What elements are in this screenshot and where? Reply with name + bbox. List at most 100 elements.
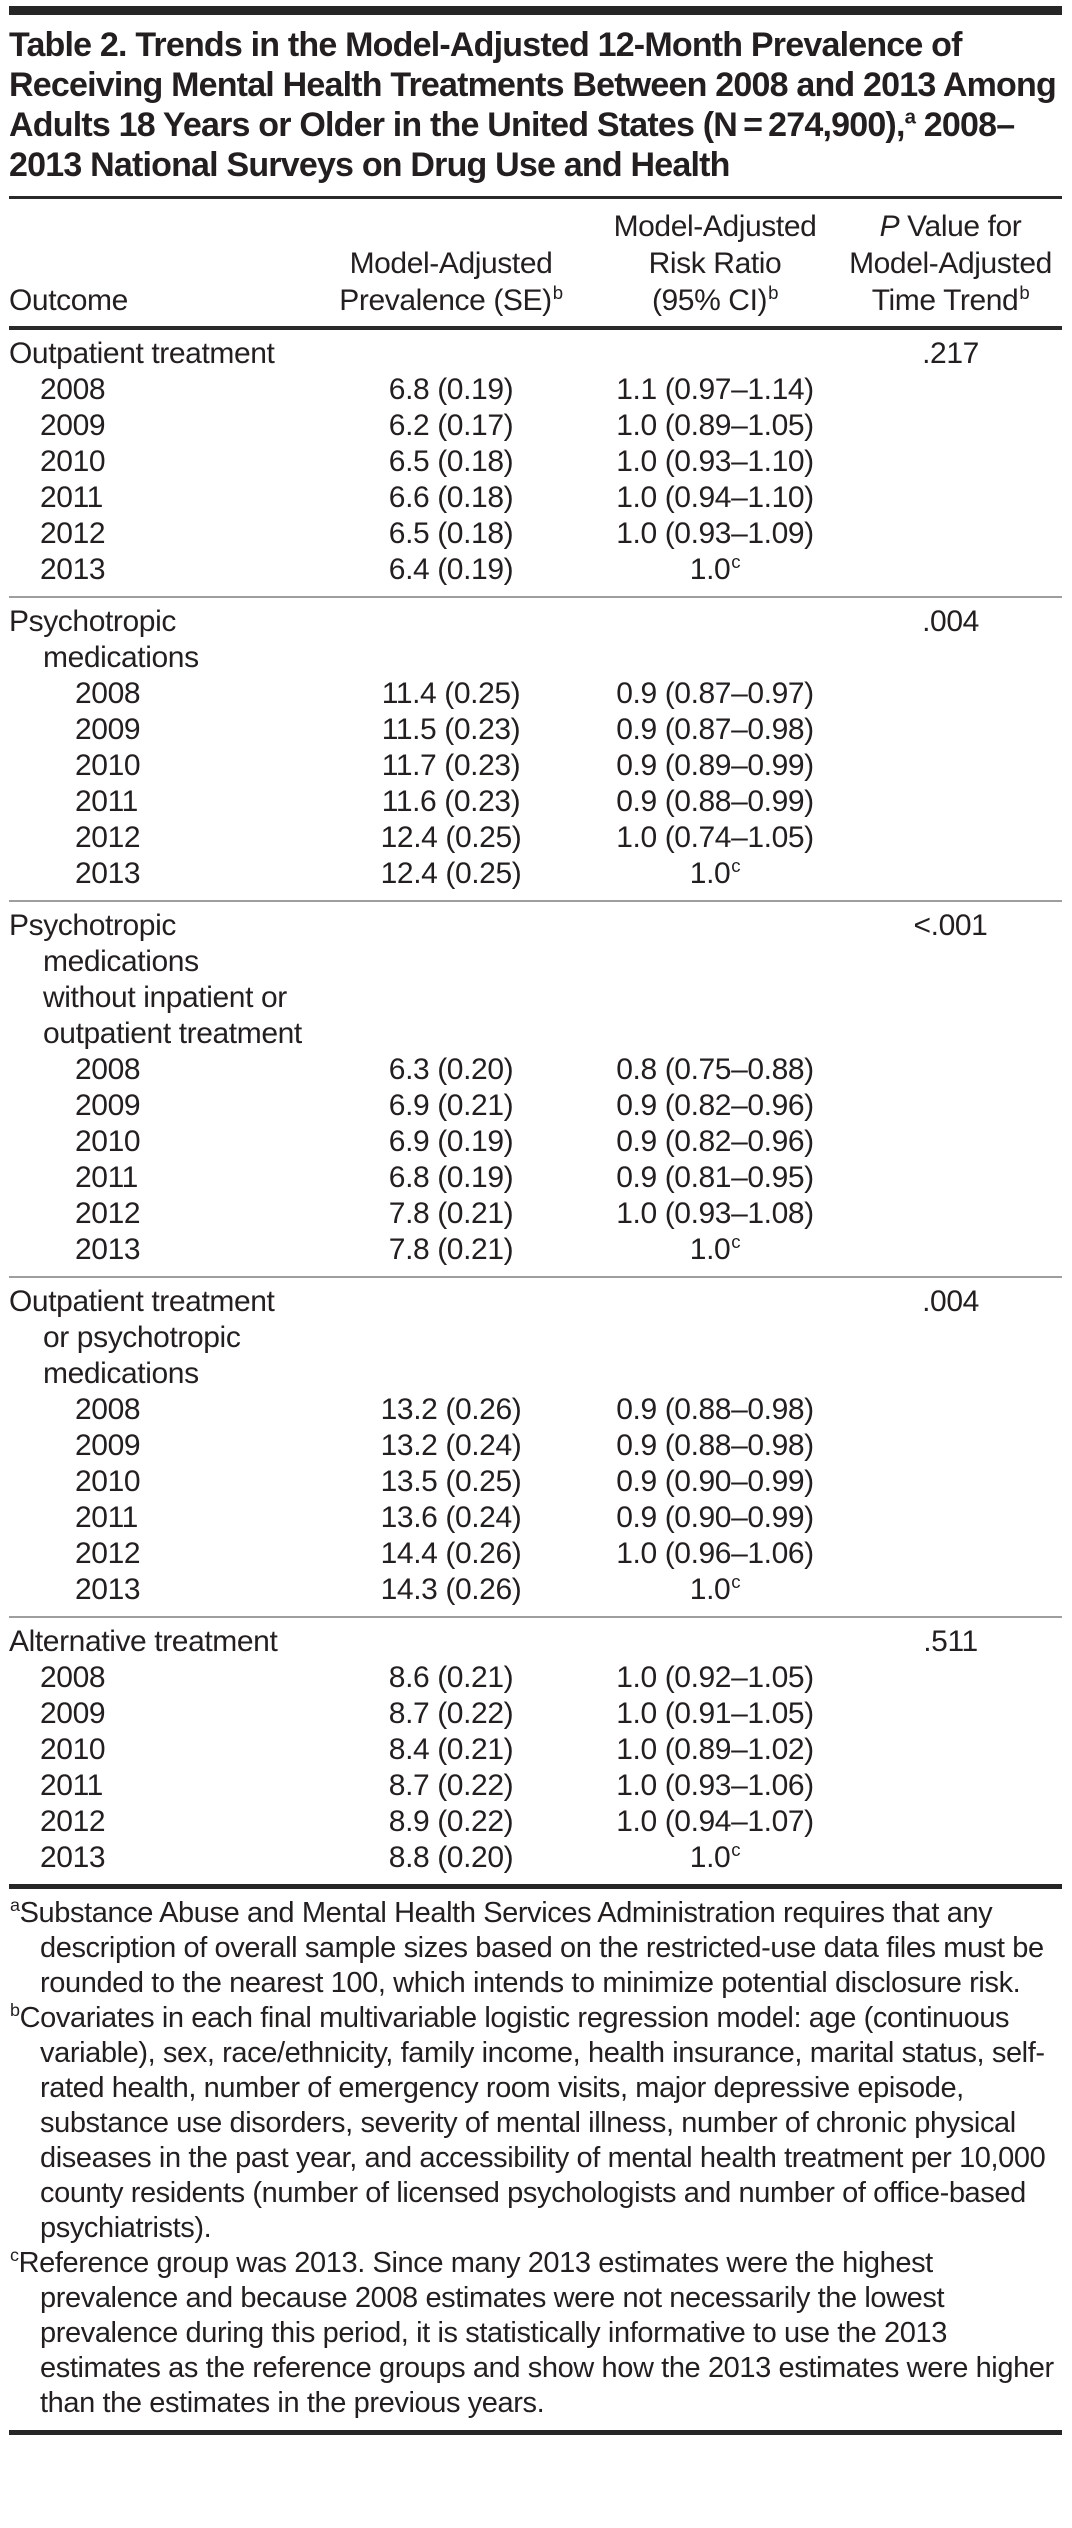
table-title-text-cont: 2008–2013 National Surveys on Drug Use a… bbox=[9, 106, 1015, 184]
header-line: Prevalence (SE)b bbox=[339, 282, 563, 317]
cell-year: 2009 bbox=[40, 409, 106, 442]
cell-prevalence: 6.6 (0.18) bbox=[388, 481, 514, 514]
cell-risk-ratio: 0.9 (0.82–0.96) bbox=[616, 1125, 814, 1158]
footnote-a: aSubstance Abuse and Mental Health Servi… bbox=[9, 1896, 1062, 2001]
header-line: Risk Ratio bbox=[648, 247, 782, 280]
cell-year: 2009 bbox=[40, 1697, 106, 1730]
header-line: Model-Adjusted bbox=[849, 247, 1052, 280]
cell-year: 2011 bbox=[75, 1161, 138, 1194]
section-psychotropic-without-treatment: Psychotropic medications without inpatie… bbox=[9, 900, 1062, 1276]
cell-prevalence: 6.9 (0.19) bbox=[388, 1125, 514, 1158]
table-title-text: Table 2. Trends in the Model-Adjusted 12… bbox=[9, 26, 1057, 144]
cell-risk-ratio: 1.0 (0.93–1.10) bbox=[616, 445, 814, 478]
footnote-text: Covariates in each final multivariable l… bbox=[19, 2002, 1046, 2244]
footnote-marker-b: b bbox=[1019, 282, 1030, 303]
cell-year: 2010 bbox=[75, 1125, 141, 1158]
section-outpatient-or-psychotropic: Outpatient treatment or psychotropic med… bbox=[9, 1276, 1062, 1616]
column-header-prevalence: Model-Adjusted Prevalence (SE)b bbox=[311, 245, 591, 319]
table-row: 2008 6.8 (0.19) 1.1 (0.97–1.14) bbox=[9, 372, 1062, 408]
table-row: 2011 6.8 (0.19) 0.9 (0.81–0.95) bbox=[9, 1160, 1062, 1196]
cell-year: 2012 bbox=[75, 1197, 141, 1230]
cell-p-value: .511 bbox=[923, 1625, 978, 1658]
column-header-risk-ratio: Model-Adjusted Risk Ratio (95% CI)b bbox=[591, 208, 839, 319]
cell-prevalence: 8.4 (0.21) bbox=[388, 1733, 514, 1766]
cell-risk-ratio: 1.0c bbox=[689, 855, 741, 890]
cell-year: 2009 bbox=[75, 1429, 141, 1462]
cell-year: 2008 bbox=[75, 1053, 141, 1086]
table-row: 2009 13.2 (0.24) 0.9 (0.88–0.98) bbox=[9, 1428, 1062, 1464]
header-line: Model-Adjusted bbox=[349, 247, 553, 280]
cell-p-value: .004 bbox=[922, 1285, 979, 1318]
cell-year: 2013 bbox=[40, 1841, 106, 1874]
cell-year: 2012 bbox=[75, 1537, 141, 1570]
table-row: 2011 11.6 (0.23) 0.9 (0.88–0.99) bbox=[9, 784, 1062, 820]
section-label: Psychotropic medications bbox=[9, 605, 199, 674]
header-line: (95% CI)b bbox=[651, 282, 779, 317]
footnote-b: bCovariates in each final multivariable … bbox=[9, 2001, 1062, 2246]
cell-risk-ratio: 1.0 (0.74–1.05) bbox=[616, 821, 814, 854]
column-header-outcome: Outcome bbox=[9, 284, 128, 317]
cell-risk-ratio: 1.0 (0.89–1.05) bbox=[616, 409, 814, 442]
footnote-marker-b: b bbox=[552, 282, 563, 303]
cell-year: 2010 bbox=[40, 445, 106, 478]
table-row: 2010 13.5 (0.25) 0.9 (0.90–0.99) bbox=[9, 1464, 1062, 1500]
section-header-row: Outpatient treatment .217 bbox=[9, 336, 1062, 372]
table-row: 2013 6.4 (0.19) 1.0c bbox=[9, 552, 1062, 588]
cell-year: 2010 bbox=[40, 1733, 106, 1766]
cell-prevalence: 13.6 (0.24) bbox=[380, 1501, 522, 1534]
cell-risk-ratio: 0.9 (0.87–0.97) bbox=[616, 677, 814, 710]
table-row: 2009 6.2 (0.17) 1.0 (0.89–1.05) bbox=[9, 408, 1062, 444]
footnote-marker-b: b bbox=[768, 282, 779, 303]
table-row: 2011 8.7 (0.22) 1.0 (0.93–1.06) bbox=[9, 1768, 1062, 1804]
cell-risk-ratio: 1.0c bbox=[689, 1571, 741, 1606]
cell-prevalence: 11.4 (0.25) bbox=[381, 677, 521, 710]
table-row: 2013 7.8 (0.21) 1.0c bbox=[9, 1232, 1062, 1268]
top-rule bbox=[9, 6, 1062, 15]
table-footnotes: aSubstance Abuse and Mental Health Servi… bbox=[9, 1889, 1062, 2430]
cell-risk-ratio: 1.0 (0.93–1.09) bbox=[616, 517, 814, 550]
table-row: 2010 8.4 (0.21) 1.0 (0.89–1.02) bbox=[9, 1732, 1062, 1768]
table-row: 2008 6.3 (0.20) 0.8 (0.75–0.88) bbox=[9, 1052, 1062, 1088]
cell-risk-ratio: 0.9 (0.88–0.99) bbox=[616, 785, 814, 818]
footnote-text: Substance Abuse and Mental Health Servic… bbox=[19, 1897, 1044, 1999]
header-line: P Value for bbox=[879, 210, 1022, 243]
cell-prevalence: 7.8 (0.21) bbox=[388, 1197, 514, 1230]
italic-p: P bbox=[879, 210, 900, 243]
table-row: 2008 8.6 (0.21) 1.0 (0.92–1.05) bbox=[9, 1660, 1062, 1696]
cell-prevalence: 12.4 (0.25) bbox=[380, 821, 522, 854]
table-title: Table 2. Trends in the Model-Adjusted 12… bbox=[9, 25, 1062, 185]
section-header-row: Psychotropic medications without inpatie… bbox=[9, 908, 1062, 1052]
table-row: 2011 6.6 (0.18) 1.0 (0.94–1.10) bbox=[9, 480, 1062, 516]
cell-prevalence: 12.4 (0.25) bbox=[380, 857, 522, 890]
cell-risk-ratio: 1.1 (0.97–1.14) bbox=[616, 373, 814, 406]
footnote-c: cReference group was 2013. Since many 20… bbox=[9, 2246, 1062, 2421]
section-psychotropic-medications: Psychotropic medications .004 2008 11.4 … bbox=[9, 596, 1062, 900]
cell-risk-ratio: 0.9 (0.90–0.99) bbox=[616, 1501, 814, 1534]
cell-prevalence: 6.5 (0.18) bbox=[388, 445, 514, 478]
cell-prevalence: 13.5 (0.25) bbox=[380, 1465, 522, 1498]
table-row: 2012 8.9 (0.22) 1.0 (0.94–1.07) bbox=[9, 1804, 1062, 1840]
cell-year: 2012 bbox=[40, 1805, 106, 1838]
table-header-row: Outcome Model-Adjusted Prevalence (SE)b … bbox=[9, 199, 1062, 330]
cell-prevalence: 14.4 (0.26) bbox=[380, 1537, 522, 1570]
section-header-row: Psychotropic medications .004 bbox=[9, 604, 1062, 676]
footnote-marker-c: c bbox=[731, 1571, 741, 1592]
cell-risk-ratio: 1.0c bbox=[689, 551, 741, 586]
table-row: 2013 12.4 (0.25) 1.0c bbox=[9, 856, 1062, 892]
cell-year: 2009 bbox=[75, 1089, 141, 1122]
cell-risk-ratio: 1.0 (0.91–1.05) bbox=[616, 1697, 814, 1730]
footnote-marker-c: c bbox=[731, 855, 741, 876]
cell-year: 2008 bbox=[40, 1661, 106, 1694]
cell-prevalence: 6.8 (0.19) bbox=[388, 373, 514, 406]
footnote-marker-c: c bbox=[731, 1231, 741, 1252]
cell-year: 2012 bbox=[75, 821, 141, 854]
table-row: 2008 13.2 (0.26) 0.9 (0.88–0.98) bbox=[9, 1392, 1062, 1428]
cell-risk-ratio: 0.9 (0.90–0.99) bbox=[616, 1465, 814, 1498]
cell-prevalence: 7.8 (0.21) bbox=[388, 1233, 514, 1266]
table-row: 2012 14.4 (0.26) 1.0 (0.96–1.06) bbox=[9, 1536, 1062, 1572]
cell-year: 2013 bbox=[40, 553, 106, 586]
footnote-text: Reference group was 2013. Since many 201… bbox=[18, 2247, 1055, 2419]
cell-prevalence: 14.3 (0.26) bbox=[380, 1573, 522, 1606]
cell-risk-ratio: 1.0 (0.94–1.07) bbox=[616, 1805, 814, 1838]
cell-prevalence: 13.2 (0.26) bbox=[380, 1393, 522, 1426]
